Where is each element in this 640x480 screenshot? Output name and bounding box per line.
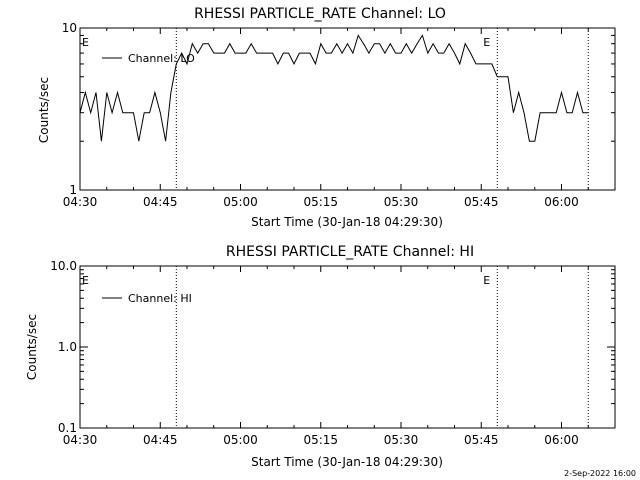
y-tick-label: 1.0 bbox=[58, 340, 77, 354]
event-marker: E bbox=[483, 274, 490, 287]
x-axis-label-hi: Start Time (30-Jan-18 04:29:30) bbox=[251, 455, 443, 469]
series-line-lo bbox=[79, 34, 589, 142]
x-tick-label: 05:45 bbox=[464, 195, 499, 209]
plot-frame-hi bbox=[79, 265, 616, 429]
chart-title-hi: RHESSI PARTICLE_RATE Channel: HI bbox=[226, 244, 474, 260]
x-tick-label: 05:00 bbox=[223, 195, 258, 209]
event-marker: E bbox=[82, 274, 89, 287]
x-tick-label: 05:00 bbox=[223, 433, 258, 447]
event-marker: E bbox=[82, 36, 89, 49]
x-tick-label: 05:45 bbox=[464, 433, 499, 447]
x-tick-label: 04:30 bbox=[63, 433, 98, 447]
x-tick-label: 05:30 bbox=[384, 195, 419, 209]
x-tick-label: 04:30 bbox=[63, 195, 98, 209]
y-tick-label: 0.1 bbox=[58, 421, 77, 435]
x-tick-label: 05:15 bbox=[303, 195, 338, 209]
y-axis-label-lo: Counts/sec bbox=[37, 77, 51, 143]
legend-lo: Channel: LO bbox=[102, 52, 195, 65]
legend-label-lo: Channel: LO bbox=[128, 52, 195, 65]
footer-timestamp: 2-Sep-2022 16:00 bbox=[564, 469, 636, 478]
x-tick-label: 04:45 bbox=[143, 433, 178, 447]
chart-panel-lo: RHESSI PARTICLE_RATE Channel: LO 04:30 04… bbox=[37, 6, 616, 229]
event-lines-hi bbox=[175, 266, 589, 428]
x-tick-label: 05:30 bbox=[384, 433, 419, 447]
x-tick-label: 06:00 bbox=[544, 195, 579, 209]
legend-label-hi: Channel: HI bbox=[128, 292, 192, 305]
y-tick-label: 10.0 bbox=[50, 259, 77, 273]
chart-title-lo: RHESSI PARTICLE_RATE Channel: LO bbox=[194, 6, 446, 22]
y-tick-label: 1 bbox=[69, 183, 77, 197]
axis-ticks-hi: 04:30 04:45 05:00 05:15 05:30 05:45 06:00 0.1 1.… bbox=[50, 259, 615, 447]
axis-ticks-lo: 04:30 04:45 05:00 05:15 05:30 05:45 06:00 1 10 bbox=[62, 21, 615, 209]
x-tick-label: 05:15 bbox=[303, 433, 338, 447]
y-axis-label-hi: Counts/sec bbox=[25, 314, 39, 380]
chart-panel-hi: RHESSI PARTICLE_RATE Channel: HI 04:30 04… bbox=[25, 244, 616, 469]
event-lines-lo bbox=[175, 28, 589, 190]
x-tick-label: 04:45 bbox=[143, 195, 178, 209]
event-marker: E bbox=[483, 36, 490, 49]
x-axis-label-lo: Start Time (30-Jan-18 04:29:30) bbox=[251, 215, 443, 229]
y-tick-label: 10 bbox=[62, 21, 77, 35]
legend-hi: Channel: HI bbox=[102, 292, 192, 305]
x-tick-label: 06:00 bbox=[544, 433, 579, 447]
